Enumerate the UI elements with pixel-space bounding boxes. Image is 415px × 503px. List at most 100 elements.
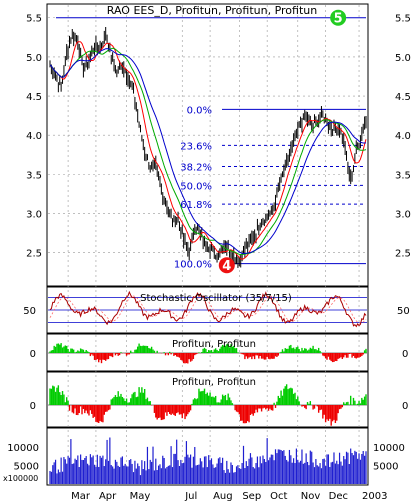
profitun-bar bbox=[292, 393, 295, 405]
volume-bar bbox=[357, 458, 359, 484]
profitun-bar bbox=[96, 353, 99, 360]
profitun-bar bbox=[311, 348, 313, 353]
volume-bar bbox=[61, 471, 64, 484]
volume-bar bbox=[341, 465, 343, 484]
volume-bar bbox=[160, 468, 162, 484]
profitun-bar bbox=[77, 350, 79, 353]
profitun-bar bbox=[180, 405, 182, 415]
volume-bar bbox=[316, 465, 318, 484]
profitun-bar bbox=[121, 396, 124, 405]
profitun-bar bbox=[184, 353, 186, 364]
volume-bar bbox=[59, 472, 61, 484]
volume-bar bbox=[60, 457, 62, 484]
volume-bar bbox=[313, 467, 316, 484]
volume-bar bbox=[228, 472, 231, 484]
volume-bar bbox=[240, 468, 242, 484]
x-tick-label: 2003 bbox=[362, 491, 387, 502]
profitun-bar bbox=[234, 405, 236, 411]
profitun-bar bbox=[340, 405, 342, 409]
profitun-bar bbox=[93, 405, 96, 417]
profitun-bar bbox=[118, 353, 121, 356]
volume-bar bbox=[110, 465, 112, 484]
profitun-bar bbox=[152, 349, 154, 353]
profitun-bar bbox=[324, 405, 327, 423]
profitun-bar bbox=[177, 353, 179, 357]
volume-bar bbox=[333, 452, 335, 484]
volume-bar bbox=[67, 456, 69, 484]
profitun-bar bbox=[241, 405, 243, 421]
profitun-bar bbox=[49, 388, 51, 405]
axis-labels: 5.5 5.5 5.0 5.0 4.5 4.5 4.0 4.0 3.5 3.5 3.0 3.0 2.5 2… bbox=[7, 14, 411, 502]
profitun-bar bbox=[92, 405, 94, 418]
profitun-bar bbox=[302, 405, 305, 407]
profitun-bar bbox=[120, 393, 122, 405]
profitun-bar bbox=[356, 353, 359, 358]
stochastic-tick-right: 50 bbox=[397, 306, 410, 317]
profitun-bar bbox=[132, 352, 135, 353]
profitun-bar bbox=[145, 399, 147, 405]
profitun-bar bbox=[102, 405, 104, 423]
volume-bar bbox=[209, 460, 211, 484]
profitun-bar bbox=[61, 391, 64, 405]
profitun-bar bbox=[185, 405, 188, 417]
profitun-bar bbox=[253, 405, 256, 414]
volume-bar bbox=[124, 463, 126, 484]
profitun-bar bbox=[231, 403, 234, 405]
profitun-bar bbox=[288, 388, 291, 405]
profitun-bar bbox=[354, 400, 356, 405]
volume-bar bbox=[201, 461, 203, 484]
profitun-bar bbox=[362, 353, 364, 355]
profitun-bar bbox=[317, 405, 320, 413]
chart-title: RAO EES_D, Profitun, Profitun, Profitun bbox=[107, 4, 317, 17]
volume-bar bbox=[309, 450, 311, 484]
volume-bar bbox=[77, 455, 79, 484]
profitun-bar bbox=[206, 392, 209, 405]
profitun-bar bbox=[235, 405, 238, 412]
profitun-bar bbox=[166, 405, 168, 416]
profitun-bar bbox=[291, 348, 293, 353]
volume-bar bbox=[130, 459, 132, 484]
profitun-bar bbox=[216, 402, 218, 405]
profitun-bar bbox=[137, 396, 139, 405]
stochastic-tick-left: 50 bbox=[23, 306, 36, 317]
profitun-bar bbox=[106, 353, 108, 360]
volume-bar bbox=[262, 455, 264, 484]
profitun-bar bbox=[78, 405, 80, 414]
profitun-bar bbox=[75, 351, 78, 353]
profitun-bar bbox=[287, 389, 289, 405]
profitun-bar bbox=[337, 353, 339, 359]
profitun-2-label: Profitun, Profitun bbox=[172, 377, 256, 388]
price-tick-right: 4.5 bbox=[395, 92, 411, 103]
profitun-bar bbox=[234, 348, 236, 353]
profitun-bar bbox=[326, 405, 328, 420]
volume-bar bbox=[145, 470, 147, 484]
profitun-bar bbox=[295, 347, 298, 353]
profitun-bar bbox=[278, 397, 281, 405]
wave-marker-label: 4 bbox=[222, 259, 231, 274]
profitun-bar bbox=[71, 348, 73, 353]
x-tick-label: Sep bbox=[242, 491, 261, 502]
volume-bar bbox=[99, 455, 101, 484]
profitun-bar bbox=[174, 353, 176, 356]
profitun-bar bbox=[149, 401, 151, 405]
profitun-bar bbox=[327, 405, 330, 421]
profitun-bar bbox=[116, 396, 118, 405]
profitun-bar bbox=[205, 393, 207, 405]
profitun-bar bbox=[95, 353, 97, 361]
volume-bar bbox=[141, 460, 143, 484]
profitun-bar bbox=[359, 403, 362, 405]
volume-bar bbox=[306, 461, 309, 484]
volume-bar bbox=[138, 466, 140, 484]
profitun-bar bbox=[251, 405, 253, 414]
price-tick-right: 5.5 bbox=[395, 14, 411, 25]
profitun-bar bbox=[117, 391, 119, 405]
profitun-bar bbox=[194, 353, 196, 356]
profitun-bar bbox=[178, 353, 181, 358]
profitun-bar bbox=[156, 405, 158, 420]
profitun-bar bbox=[270, 353, 273, 359]
profitun-bar bbox=[277, 353, 279, 356]
volume-bar bbox=[206, 467, 208, 484]
volume-bar bbox=[63, 457, 65, 484]
profitun-bar bbox=[212, 351, 214, 353]
profitun-bar bbox=[253, 353, 256, 360]
